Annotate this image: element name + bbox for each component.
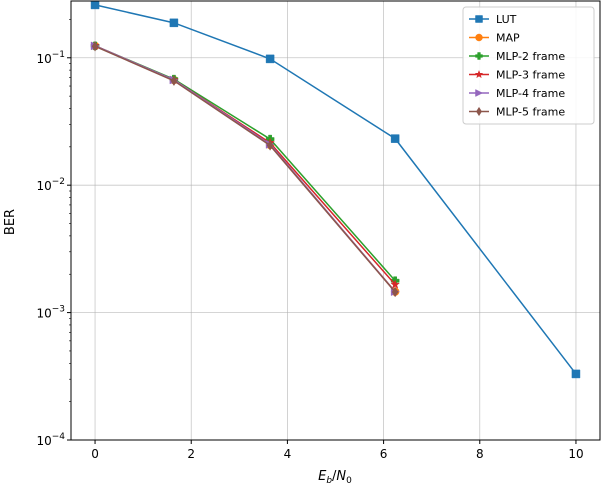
- y-tick-label: 10−4: [36, 432, 65, 448]
- legend-label: MLP-4 frame: [496, 87, 565, 100]
- series-mlp-5-frame: [91, 41, 399, 298]
- marker-square: [90, 0, 100, 10]
- series-line: [94, 45, 396, 293]
- legend-label: MLP-2 frame: [496, 50, 565, 63]
- legend-entry: LUT: [469, 13, 517, 26]
- x-tick-label: 2: [187, 447, 195, 461]
- marker-triangle-right: [475, 89, 484, 97]
- y-tick-label: 10−3: [36, 305, 65, 321]
- series-mlp-3-frame: [90, 40, 401, 289]
- series-line: [94, 45, 396, 293]
- x-axis-label: Eb/N0: [318, 469, 352, 486]
- marker-star: [390, 279, 401, 289]
- legend-label: MLP-3 frame: [496, 69, 565, 82]
- legend-label: LUT: [496, 13, 517, 26]
- legend-box: [462, 6, 595, 125]
- x-tick-label: 10: [568, 447, 583, 461]
- series-line: [94, 45, 396, 293]
- marker-square: [475, 15, 483, 23]
- legend: LUT MAP MLP-2 frame MLP-3 frame MLP-4 frame M…: [462, 6, 595, 125]
- series-mlp-4-frame: [90, 41, 400, 297]
- series-mlp-2-frame: [90, 41, 400, 285]
- series-line: [94, 45, 396, 286]
- marker-square: [390, 134, 400, 143]
- axes-frame: [70, 0, 601, 441]
- series-map: [90, 41, 400, 296]
- x-tick-label: 0: [91, 447, 99, 461]
- x-tick-label: 8: [476, 447, 484, 461]
- marker-diamond: [391, 286, 399, 298]
- marker-circle: [475, 33, 483, 42]
- legend-entry: MLP-3 frame: [469, 69, 565, 82]
- legend-label: MLP-5 frame: [496, 106, 565, 119]
- x-tick-label: 6: [380, 447, 388, 461]
- legend-entry: MLP-5 frame: [469, 106, 565, 119]
- series-lut: [90, 0, 581, 379]
- marker-diamond: [170, 75, 178, 87]
- marker-square: [571, 369, 581, 379]
- series-line: [94, 45, 396, 282]
- marker-diamond: [266, 140, 274, 151]
- legend-entry: MLP-4 frame: [469, 87, 565, 100]
- marker-plus: [475, 52, 483, 60]
- marker-diamond: [91, 41, 99, 52]
- marker-square: [169, 18, 179, 28]
- marker-star: [474, 69, 484, 79]
- marker-diamond: [476, 106, 482, 117]
- y-tick-label: 10−2: [36, 177, 65, 193]
- legend-entry: MAP: [469, 32, 520, 45]
- marker-square: [265, 54, 275, 64]
- y-axis-label: BER: [3, 209, 18, 235]
- x-tick-label: 4: [284, 447, 292, 461]
- y-tick-label: 10−1: [36, 50, 65, 66]
- legend-label: MAP: [496, 32, 520, 45]
- legend-entry: MLP-2 frame: [469, 50, 565, 63]
- ticks: 0 2 4 6 8 10 10−1 10−2 10−3 10−4: [36, 19, 584, 461]
- series-lines: [90, 0, 581, 379]
